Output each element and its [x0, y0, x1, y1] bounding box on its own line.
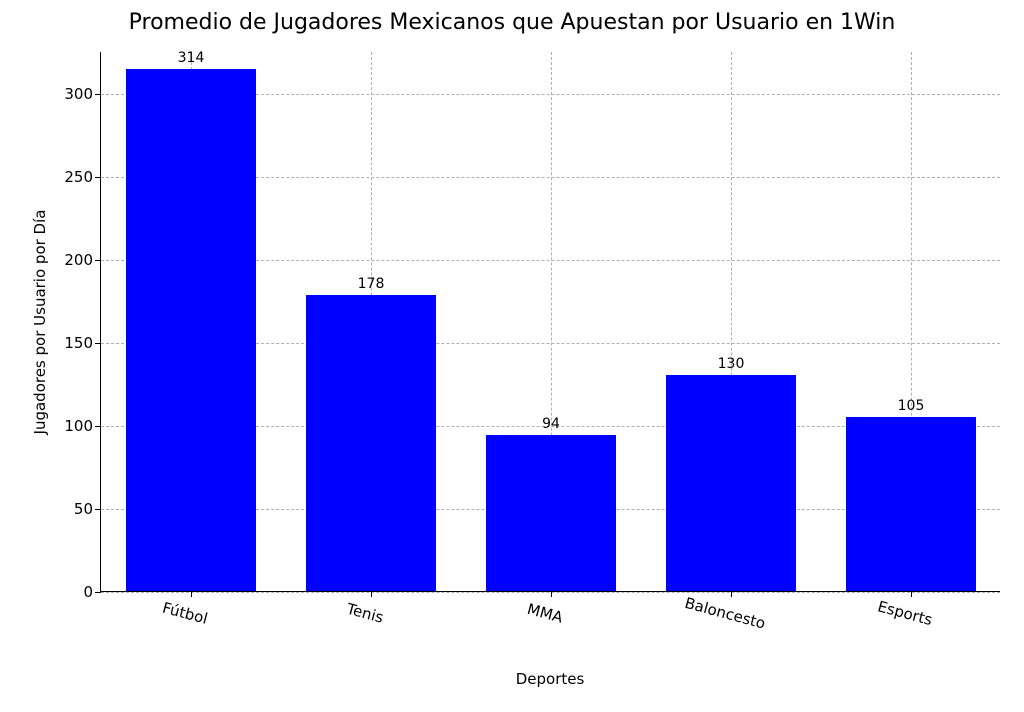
bar-value-label: 314: [178, 50, 205, 70]
ytick-label: 100: [64, 417, 101, 435]
bar-value-label: 130: [718, 356, 745, 376]
ytick-label: 300: [64, 85, 101, 103]
ytick-label: 0: [83, 583, 101, 601]
chart-title: Promedio de Jugadores Mexicanos que Apue…: [0, 10, 1024, 35]
ytick-label: 200: [64, 251, 101, 269]
bar-value-label: 178: [358, 276, 385, 296]
bar: [306, 295, 436, 591]
x-axis-label: Deportes: [516, 670, 585, 688]
ytick-label: 50: [74, 500, 101, 518]
ytick-label: 250: [64, 168, 101, 186]
y-axis-label: Jugadores por Usuario por Día: [31, 210, 49, 435]
bar: [666, 375, 796, 591]
chart-container: Promedio de Jugadores Mexicanos que Apue…: [0, 0, 1024, 712]
bar: [846, 417, 976, 591]
ytick-label: 150: [64, 334, 101, 352]
plot-area: 050100150200250300314Fútbol178Tenis94MMA…: [100, 52, 1000, 592]
bar: [126, 69, 256, 591]
bar: [486, 435, 616, 591]
bar-value-label: 94: [542, 416, 560, 436]
bar-value-label: 105: [898, 398, 925, 418]
